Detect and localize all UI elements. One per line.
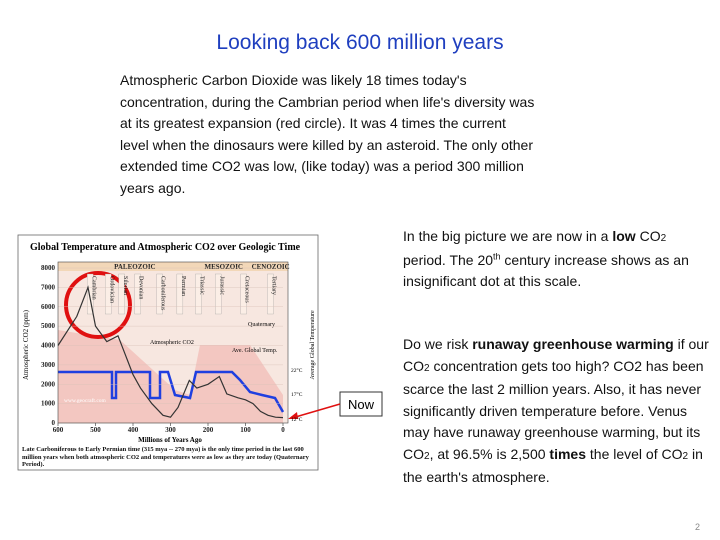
x-tick-label: 200 xyxy=(203,426,214,434)
x-tick-label: 400 xyxy=(128,426,139,434)
period-label: Cretaceous xyxy=(244,276,250,303)
now-label: Now xyxy=(348,397,375,412)
period-label: Jurassic xyxy=(218,276,224,295)
text: runaway greenhouse warming xyxy=(472,336,674,352)
co2-line xyxy=(57,285,284,419)
era-label: PALEOZOIC xyxy=(114,263,156,271)
intro-line: at its greatest expansion (red circle). … xyxy=(120,115,506,131)
period-label: Tertiary xyxy=(270,276,276,295)
text: the level of CO xyxy=(586,445,683,462)
text: th xyxy=(493,250,501,261)
period-box xyxy=(87,273,94,315)
text: in the earth's atmosphere. xyxy=(403,445,703,486)
text: 2 xyxy=(682,450,689,462)
period-box xyxy=(195,273,202,315)
text: Do we risk xyxy=(403,336,473,352)
period-label: Triassic xyxy=(198,276,204,295)
x-tick-label: 0 xyxy=(281,426,285,434)
text: concentration gets too high? CO2 has bee… xyxy=(403,357,704,462)
period-box xyxy=(267,273,274,315)
era-label: CENOZOIC xyxy=(252,263,290,271)
intro-line: Atmospheric Carbon Dioxide was likely 18… xyxy=(120,72,467,88)
text: 2 xyxy=(424,450,430,462)
x-label: Millions of Years Ago xyxy=(138,436,202,444)
period-label: Carboniferous xyxy=(160,276,167,311)
y-label: Atmospheric CO2 (ppm) xyxy=(22,309,30,380)
temp-label: 22°C xyxy=(291,367,303,374)
temp-label: 12°C xyxy=(291,416,303,423)
source: www.geocraft.com xyxy=(64,397,107,404)
period-box xyxy=(156,273,163,315)
figure-title: Global Temperature and Atmospheric CO2 o… xyxy=(30,242,301,253)
text: CO xyxy=(635,228,661,244)
text: In the big picture we are now in a xyxy=(403,228,613,244)
temp-band xyxy=(58,330,283,423)
period-box xyxy=(134,273,141,315)
y-tick-label: 8000 xyxy=(41,264,56,272)
intro: Atmospheric Carbon Dioxide was likely 18… xyxy=(120,70,640,199)
question: Do we risk runaway greenhouse warming if… xyxy=(403,334,713,489)
plot-frame xyxy=(57,261,289,424)
legend-co2: Atmospheric CO2 xyxy=(150,340,194,346)
text: if our CO xyxy=(403,336,709,374)
period-label: Permian xyxy=(180,276,186,296)
intro-line: years ago. xyxy=(120,179,186,196)
title: Looking back 600 million years xyxy=(216,31,504,54)
y-tick-label: 4000 xyxy=(41,342,56,350)
period-box xyxy=(105,273,112,315)
side-note: In the big picture we are now in a low C… xyxy=(403,226,703,293)
period-box xyxy=(118,273,125,315)
x-tick-label: 100 xyxy=(240,426,251,434)
period-box xyxy=(215,273,222,315)
period-box xyxy=(176,273,184,315)
arrow-head xyxy=(288,412,298,419)
text: century increase shows as an insignifica… xyxy=(403,251,689,290)
era-bar xyxy=(58,262,288,271)
caption: Late Carboniferous to Early Permian time… xyxy=(22,446,309,468)
period-label: Cambrian xyxy=(90,276,96,300)
x-tick-label: 500 xyxy=(90,426,101,434)
y-tick-label: 3000 xyxy=(41,361,56,369)
arrow xyxy=(291,403,341,419)
text: period. The 20 xyxy=(403,251,494,268)
text: 2 xyxy=(660,233,667,244)
text: times xyxy=(549,445,586,462)
plot: Cambrian Ordovician Silurian Devonian Carbon… xyxy=(41,261,290,434)
now-box xyxy=(339,391,383,417)
text: , at 96.5% is 2,500 xyxy=(429,445,550,462)
intro-line: concentration, during the Cambrian perio… xyxy=(120,93,535,110)
period-label: Devonian xyxy=(138,276,144,299)
period-label: Ordovician xyxy=(108,276,114,303)
page-number: 2 xyxy=(695,522,700,532)
y2-label: Average Global Temperature xyxy=(310,310,316,380)
intro-line: extended time CO2 was low, (like today) … xyxy=(120,158,524,174)
legend-temp: Ave. Global Temp. xyxy=(232,348,278,354)
annotation: Quaternary xyxy=(248,322,275,328)
y-tick-label: 2000 xyxy=(41,380,56,388)
x-tick-label: 300 xyxy=(165,426,176,434)
period-box xyxy=(240,273,247,315)
era-label: MESOZOIC xyxy=(204,263,243,271)
temperature-curve xyxy=(58,370,285,413)
period-label: Silurian xyxy=(122,276,128,295)
x-tick-label: 600 xyxy=(53,426,64,434)
y-tick-label: 1000 xyxy=(41,400,56,408)
intro-line: level when the dinosaurs were killed by … xyxy=(120,136,533,153)
y-tick-label: 6000 xyxy=(41,303,56,311)
y-tick-label: 7000 xyxy=(41,283,56,291)
y-tick-label: 0 xyxy=(52,419,56,427)
red-circle xyxy=(64,271,132,339)
temp-label: 17°C xyxy=(291,391,303,398)
text: 2 xyxy=(424,362,430,374)
y-tick-label: 5000 xyxy=(41,322,56,330)
text: low xyxy=(612,228,636,244)
